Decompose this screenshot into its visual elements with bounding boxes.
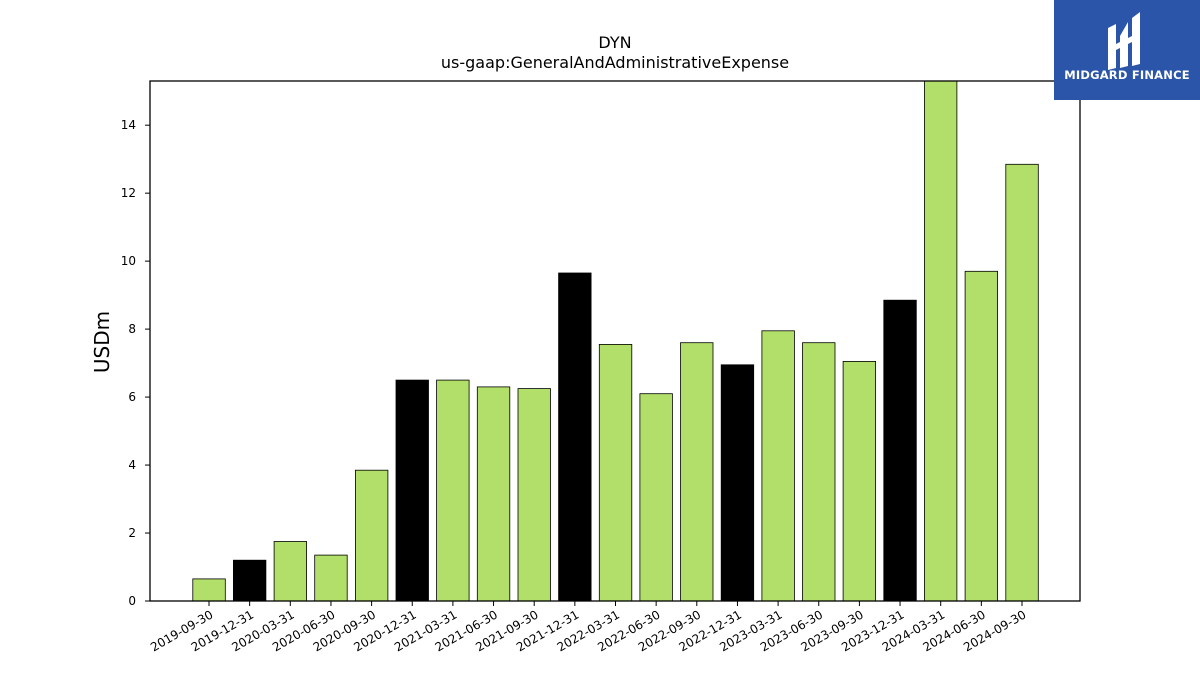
- bar-2019-09-30: [192, 578, 226, 602]
- brand-name: MIDGARD FINANCE: [1064, 68, 1190, 82]
- bar-2022-09-30: [680, 342, 714, 602]
- plot-frame: [149, 80, 1081, 602]
- bar-2019-12-31: [232, 559, 267, 602]
- y-tick-label: 14: [121, 118, 136, 132]
- bar-2022-06-30: [639, 393, 673, 602]
- bar-2020-03-31: [273, 541, 308, 602]
- bar-2021-12-31: [558, 272, 592, 602]
- y-tick-label: 10: [121, 254, 136, 268]
- bar-2020-12-31: [395, 379, 429, 602]
- bar-2023-06-30: [802, 342, 836, 602]
- bar-2020-06-30: [314, 554, 348, 602]
- bars-group: [192, 80, 1039, 602]
- y-tick-label: 4: [128, 458, 136, 472]
- bar-2021-06-30: [476, 386, 511, 602]
- midgard-logo-icon: [1108, 12, 1140, 70]
- bar-2024-09-30: [1005, 163, 1039, 602]
- bar-2022-03-31: [598, 343, 633, 602]
- y-tick-label: 6: [128, 390, 136, 404]
- bar-2023-03-31: [761, 330, 795, 602]
- brand-logo: MIDGARD FINANCE: [1054, 0, 1200, 100]
- bar-2021-09-30: [517, 388, 551, 602]
- chart-subtitle: us-gaap:GeneralAndAdministrativeExpense: [441, 53, 789, 72]
- bar-2024-06-30: [964, 270, 998, 602]
- bar-2023-12-31: [883, 299, 917, 602]
- bar-2023-09-30: [842, 360, 876, 602]
- bar-2022-12-31: [720, 364, 755, 602]
- bar-2024-03-31: [924, 80, 958, 602]
- y-tick-label: 12: [121, 186, 136, 200]
- bar-2021-03-31: [436, 379, 470, 602]
- y-axis-label: USDm: [90, 311, 114, 373]
- y-tick-label: 8: [128, 322, 136, 336]
- chart-title: DYN: [598, 33, 631, 52]
- y-tick-label: 0: [128, 594, 136, 608]
- bar-2020-09-30: [354, 469, 389, 602]
- y-tick-label: 2: [128, 526, 136, 540]
